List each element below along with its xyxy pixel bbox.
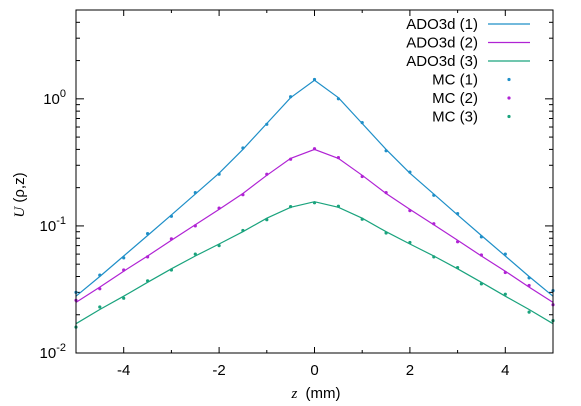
series-layer bbox=[74, 77, 555, 329]
y-tick-base: 10 bbox=[40, 218, 57, 235]
series-point bbox=[456, 212, 460, 216]
series-point bbox=[241, 146, 245, 150]
series-point bbox=[432, 222, 436, 226]
series-point bbox=[384, 149, 388, 153]
series-point bbox=[384, 231, 388, 235]
series-point bbox=[265, 218, 269, 222]
y-tick-label: 10-2 bbox=[40, 342, 66, 362]
series-point bbox=[146, 255, 150, 259]
series-point bbox=[169, 237, 173, 241]
y-axis-var: U bbox=[12, 206, 28, 218]
series-point bbox=[289, 95, 293, 99]
series-point bbox=[289, 205, 293, 209]
series-point bbox=[408, 209, 412, 213]
series-point bbox=[265, 172, 269, 176]
x-axis-unit: (mm) bbox=[306, 385, 341, 402]
series-point bbox=[169, 214, 173, 218]
plot-frame bbox=[75, 9, 554, 354]
series-point bbox=[360, 121, 364, 125]
legend-label: ADO3d (3) bbox=[406, 53, 478, 70]
legend-label: ADO3d (1) bbox=[406, 16, 478, 33]
series-point bbox=[503, 292, 507, 296]
legend-label: MC (3) bbox=[432, 109, 478, 126]
series-point bbox=[265, 122, 269, 126]
series-point bbox=[217, 172, 221, 176]
series-point bbox=[312, 77, 317, 82]
series-point bbox=[312, 201, 317, 205]
series-point bbox=[193, 191, 197, 195]
series-point bbox=[98, 287, 102, 291]
y-tick-exp: 0 bbox=[60, 88, 66, 100]
y-tick-exp: -2 bbox=[56, 342, 66, 354]
x-tick-labels: -4 -2 0 2 4 bbox=[117, 362, 509, 379]
y-axis-label: U (ρ,z) bbox=[11, 172, 28, 217]
series-point bbox=[122, 256, 126, 260]
series-point bbox=[122, 296, 126, 300]
series-point bbox=[479, 282, 483, 286]
series-point bbox=[384, 191, 388, 195]
series-point bbox=[98, 305, 102, 309]
y-tick-label: 10-1 bbox=[40, 215, 66, 235]
series-point bbox=[241, 228, 245, 233]
series-point bbox=[146, 279, 150, 283]
series-point bbox=[503, 252, 507, 256]
x-tick-label: 4 bbox=[501, 362, 509, 379]
series-point bbox=[527, 310, 531, 314]
legend-point-sample bbox=[507, 96, 511, 100]
y-axis-args: (ρ,z) bbox=[11, 172, 28, 202]
series-point bbox=[289, 157, 293, 161]
legend: ADO3d (1) ADO3d (2)ADO3d (3) MC (1)MC (2) M… bbox=[406, 16, 530, 126]
series-point bbox=[432, 255, 436, 259]
series-point bbox=[479, 235, 483, 239]
series-point bbox=[408, 240, 412, 245]
series-point bbox=[527, 276, 531, 280]
series-point bbox=[503, 270, 507, 275]
series-point bbox=[336, 204, 340, 208]
legend-label: MC (2) bbox=[432, 90, 478, 107]
series-point bbox=[122, 268, 126, 272]
series-point bbox=[456, 240, 460, 244]
series-point bbox=[360, 217, 364, 221]
series-point bbox=[527, 283, 531, 288]
legend-point-sample bbox=[507, 114, 511, 119]
series-point bbox=[360, 174, 364, 179]
series-point bbox=[169, 268, 173, 272]
series-point bbox=[193, 224, 197, 228]
series-line-1 bbox=[75, 79, 554, 297]
series-point bbox=[312, 147, 317, 151]
series-point bbox=[479, 253, 483, 257]
series-point bbox=[146, 232, 150, 236]
y-tick-label: 100 bbox=[43, 88, 66, 108]
series-point bbox=[336, 97, 340, 101]
series-point bbox=[456, 266, 460, 270]
legend-label: MC (1) bbox=[432, 72, 478, 89]
legend-point-sample bbox=[507, 77, 511, 82]
series-point bbox=[432, 193, 436, 197]
legend-label: ADO3d (2) bbox=[406, 35, 478, 52]
series-point bbox=[336, 156, 340, 160]
series-point bbox=[241, 193, 245, 197]
y-tick-base: 10 bbox=[40, 345, 57, 362]
x-tick-label: -4 bbox=[117, 362, 130, 379]
y-tick-exp: -1 bbox=[56, 215, 66, 227]
y-tick-base: 10 bbox=[43, 91, 60, 108]
series-point bbox=[408, 170, 412, 174]
x-tick-label: 2 bbox=[406, 362, 414, 379]
x-tick-label: -2 bbox=[212, 362, 225, 379]
series-line-3 bbox=[75, 201, 554, 325]
tick-marks bbox=[75, 9, 554, 354]
x-axis-label: z (mm) bbox=[291, 385, 341, 402]
x-axis-var: z bbox=[291, 386, 298, 402]
series-point bbox=[98, 273, 102, 277]
x-tick-label: 0 bbox=[310, 362, 318, 379]
series-point bbox=[217, 244, 221, 248]
series-point bbox=[193, 252, 197, 256]
series-point bbox=[217, 206, 221, 210]
